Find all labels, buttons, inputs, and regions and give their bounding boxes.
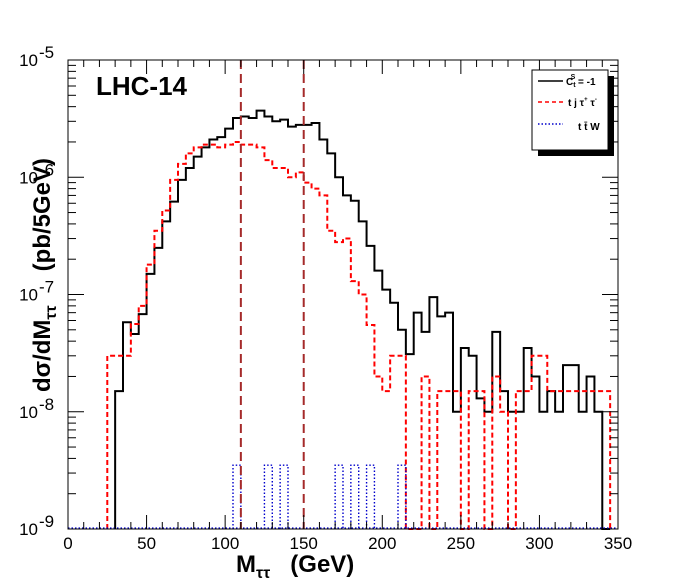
legend: CtS = -1 t j τ+ τ- t t̄ W (531, 69, 614, 156)
legend-label-2: t j τ+ τ- (568, 97, 597, 109)
y-tick-label: 10 (19, 51, 38, 70)
x-axis-title-sub: ττ (256, 565, 270, 582)
y-tick-label: 10 (19, 520, 38, 539)
y-tick-label-exp: -6 (39, 160, 54, 179)
x-axis-title-main: M (236, 551, 256, 578)
series-0 (114, 109, 611, 530)
y-axis-title-unit: (pb/5GeV) (29, 158, 56, 271)
y-tick-label: 10 (19, 286, 38, 305)
axis-ticks (67, 60, 619, 530)
y-tick-label-exp: -8 (39, 395, 54, 414)
series-2 (232, 464, 407, 529)
series-1 (106, 140, 612, 530)
x-tick-label: 0 (63, 534, 72, 553)
legend-label-1: CtS = -1 (566, 74, 596, 89)
x-tick-label: 200 (368, 534, 396, 553)
y-tick-label-exp: -7 (39, 278, 54, 297)
legend-box (531, 69, 609, 151)
vertical-lines (239, 60, 305, 529)
y-tick-label-exp: -9 (39, 512, 54, 531)
chart-annotation: LHC-14 (96, 71, 188, 101)
series-layer (68, 109, 618, 530)
y-axis-title-sub: ττ (43, 305, 60, 319)
y-axis-title-main: dσ/dM (29, 320, 56, 392)
x-tick-label: 300 (525, 534, 553, 553)
y-tick-label-exp: -5 (39, 43, 54, 62)
x-tick-label: 350 (604, 534, 632, 553)
y-tick-label: 10 (19, 403, 38, 422)
x-tick-label: 150 (290, 534, 318, 553)
y-axis-title: dσ/dMττ (pb/5GeV) (29, 158, 60, 392)
legend-label-3: t t̄ W (578, 121, 600, 133)
x-axis-title-unit: (GeV) (290, 551, 354, 578)
y-tick-label: 10 (19, 168, 38, 187)
x-tick-label: 100 (211, 534, 239, 553)
x-axis-title: Mττ (GeV) (236, 551, 354, 582)
x-tick-label: 250 (447, 534, 475, 553)
x-tick-label: 50 (137, 534, 156, 553)
